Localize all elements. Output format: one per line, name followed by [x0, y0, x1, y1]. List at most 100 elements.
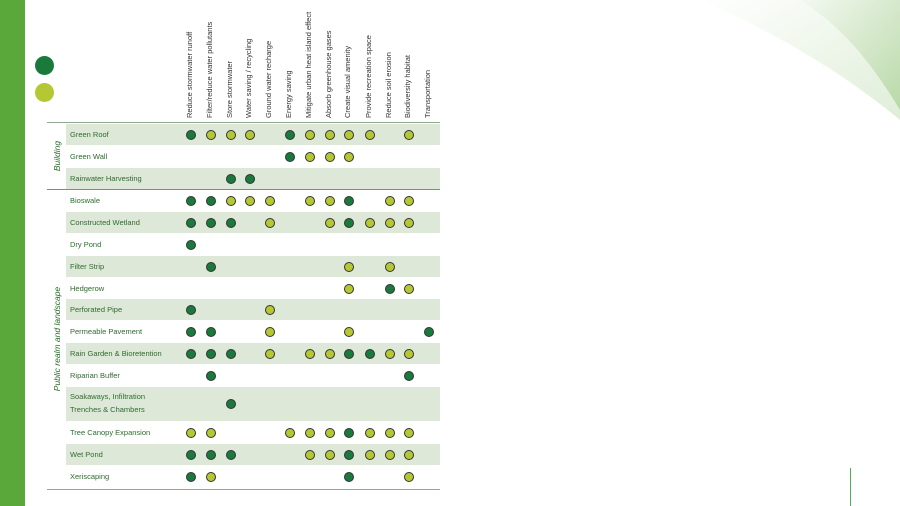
dark-dot [344, 348, 354, 359]
light-dot [385, 427, 395, 438]
light-dot [265, 326, 275, 337]
dark-dot [186, 129, 196, 140]
row-label: Riparian Buffer [70, 369, 120, 382]
light-dot [404, 195, 414, 206]
row-label-line: Trenches & Chambers [70, 405, 145, 414]
table-row: Permeable Pavement [66, 321, 440, 342]
column-header-label: Reduce stormwater runoff [185, 31, 194, 118]
table-row: Perforated Pipe [66, 299, 440, 320]
light-dot [325, 449, 335, 460]
row-label-line: Wet Pond [70, 450, 103, 459]
row-label: Wet Pond [70, 448, 103, 461]
row-label: Green Wall [70, 150, 107, 163]
row-label: Constructed Wetland [70, 216, 140, 229]
row-label-line: Hedgerow [70, 284, 105, 293]
column-header-label: Transportation [423, 69, 432, 118]
light-dot [344, 261, 354, 272]
light-dot [404, 129, 414, 140]
light-dot [344, 283, 354, 294]
row-label-line: Bioswale [70, 196, 101, 205]
dark-dot [186, 239, 196, 250]
row-label: Perforated Pipe [70, 303, 122, 316]
column-header-label: Provide recreation space [364, 35, 373, 118]
light-dot [325, 129, 335, 140]
column-header: Absorb greenhouse gases [324, 30, 335, 118]
dark-dot [365, 348, 375, 359]
dark-dot [186, 449, 196, 460]
column-header: Filter/reduce water pollutants [205, 22, 216, 118]
row-label: Hedgerow [70, 282, 104, 295]
row-label-line: Constructed Wetland [70, 218, 140, 227]
dark-dot [186, 471, 196, 482]
dark-dot [344, 195, 354, 206]
row-label: Rainwater Harvesting [70, 172, 142, 185]
light-dot [206, 471, 216, 482]
table-row: Bioswale [66, 190, 440, 211]
dark-dot [285, 129, 295, 140]
light-dot [265, 348, 275, 359]
light-dot [385, 449, 395, 460]
row-label-line: Green Roof [70, 130, 109, 139]
column-header-label: Mitigate urban heat island effect [304, 11, 313, 118]
light-dot [305, 427, 315, 438]
table-row: Wet Pond [66, 444, 440, 465]
dark-dot [285, 151, 295, 162]
table-row: Xeriscaping [66, 466, 440, 487]
dark-dot [186, 195, 196, 206]
column-header-label: Ground water recharge [264, 40, 273, 118]
light-dot [305, 151, 315, 162]
table-row: Constructed Wetland [66, 212, 440, 233]
light-dot [365, 217, 375, 228]
light-dot [186, 427, 196, 438]
row-label: Bioswale [70, 194, 100, 207]
light-dot [404, 217, 414, 228]
dark-dot [344, 449, 354, 460]
table-row: Filter Strip [66, 256, 440, 277]
row-label: Green Roof [70, 128, 109, 141]
row-label: Tree Canopy Expansion [70, 426, 150, 439]
light-dot [265, 217, 275, 228]
light-dot [365, 449, 375, 460]
light-dot [325, 348, 335, 359]
row-label: Dry Pond [70, 238, 101, 251]
light-dot [404, 471, 414, 482]
light-dot [404, 427, 414, 438]
column-header: Reduce soil erosion [384, 52, 395, 118]
dark-dot [226, 399, 236, 409]
column-header: Provide recreation space [364, 35, 375, 118]
dark-dot [226, 173, 236, 184]
corner-decoration [700, 0, 900, 120]
dark-dot [206, 326, 216, 337]
row-label: Xeriscaping [70, 470, 109, 483]
light-dot [265, 195, 275, 206]
column-header: Ground water recharge [264, 41, 275, 118]
row-label-line: Tree Canopy Expansion [70, 428, 151, 437]
dark-dot [186, 304, 196, 315]
table-row: Green Roof [66, 124, 440, 145]
row-label-line: Soakaways, Infiltration [70, 392, 146, 401]
row-label: Soakaways, Infiltration Trenches & Chambe… [70, 390, 145, 416]
row-label-line: Rain Garden & Bioretention [70, 349, 162, 358]
column-header: Reduce stormwater runoff [185, 32, 196, 118]
light-dot [206, 129, 216, 140]
row-label-line: Green Wall [70, 152, 108, 161]
dark-dot [344, 217, 354, 228]
light-dot [206, 427, 216, 438]
column-header-label: Water saving / recycling [244, 38, 253, 118]
row-label: Rain Garden & Bioretention [70, 347, 162, 360]
section-divider [47, 189, 440, 190]
column-header: Store stormwater [225, 61, 236, 118]
dark-dot [226, 348, 236, 359]
dark-dot [344, 427, 354, 438]
column-header-label: Filter/reduce water pollutants [205, 21, 214, 118]
row-label-line: Xeriscaping [70, 472, 110, 481]
light-dot [344, 129, 354, 140]
dark-dot [186, 217, 196, 228]
dark-dot [206, 217, 216, 228]
section-label-public-realm: Public realm and landscape [52, 286, 62, 392]
table-top-rule [47, 122, 440, 123]
column-header-label: Biodiversity habitat [403, 55, 412, 118]
table-bottom-rule [47, 489, 440, 490]
column-header-label: Store stormwater [225, 60, 234, 118]
light-dot [245, 195, 255, 206]
